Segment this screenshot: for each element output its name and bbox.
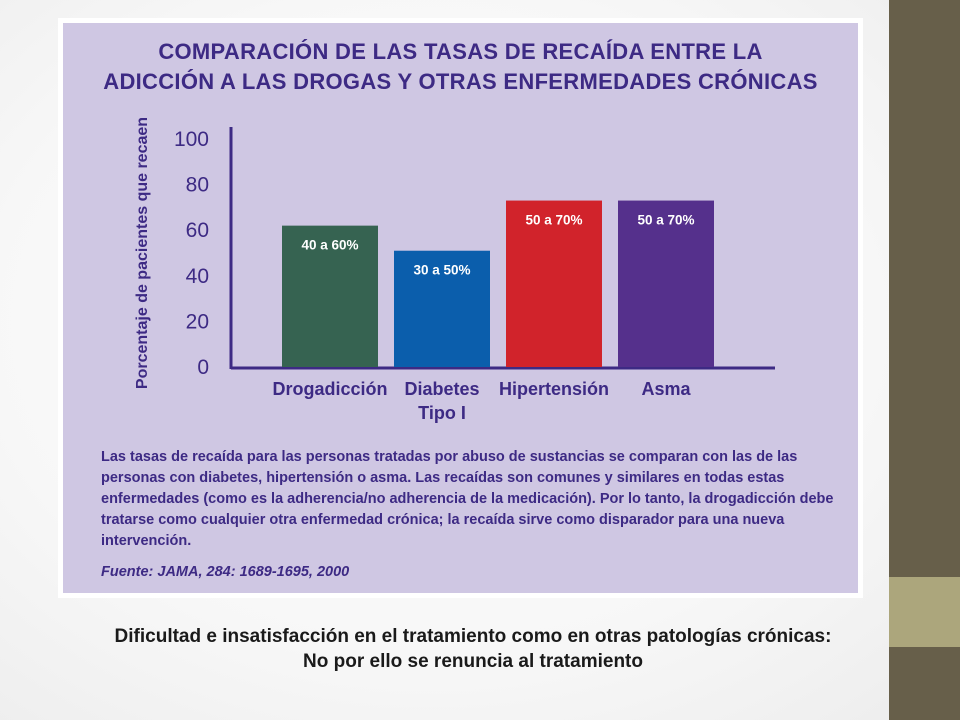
bar-1	[282, 225, 378, 367]
y-tick-label: 40	[186, 265, 209, 288]
caption-source: Fuente: JAMA, 284: 1689-1695, 2000	[101, 564, 350, 580]
x-category-label: Hipertensión	[499, 379, 609, 399]
slide-footer: Dificultad e insatisfacción en el tratam…	[58, 624, 888, 674]
x-category-label: Drogadicción	[272, 379, 387, 399]
bar-data-label: 40 a 60%	[301, 238, 358, 253]
x-category-label: Diabetes	[404, 379, 479, 399]
chart-panel: COMPARACIÓN DE LAS TASAS DE RECAÍDA ENTR…	[63, 23, 858, 593]
side-decor-accent	[889, 577, 960, 647]
footer-line-1: Dificultad e insatisfacción en el tratam…	[114, 626, 832, 647]
bar-chart: Porcentaje de pacientes que recaen 0 20 40 6…	[134, 117, 775, 423]
y-tick-label: 0	[197, 356, 209, 379]
caption-text: Las tasas de recaída para las personas t…	[101, 449, 834, 549]
y-axis-label: Porcentaje de pacientes que recaen	[134, 117, 151, 389]
bar-4	[618, 200, 714, 367]
bar-data-label: 50 a 70%	[637, 213, 694, 228]
bar-3	[506, 200, 602, 367]
y-tick-label: 80	[186, 174, 209, 197]
bar-2	[394, 250, 490, 367]
x-category-label: Tipo I	[418, 403, 466, 423]
bar-data-label: 50 a 70%	[525, 213, 582, 228]
y-tick-label: 20	[186, 310, 209, 333]
chart-title: COMPARACIÓN DE LAS TASAS DE RECAÍDA ENTR…	[63, 37, 858, 97]
bar-data-label: 30 a 50%	[413, 263, 470, 278]
chart-title-line-1: COMPARACIÓN DE LAS TASAS DE RECAÍDA ENTR…	[158, 39, 763, 64]
y-tick-label: 60	[186, 219, 209, 242]
chart-caption: Las tasas de recaída para las personas t…	[101, 447, 836, 583]
chart-image: COMPARACIÓN DE LAS TASAS DE RECAÍDA ENTR…	[58, 18, 863, 598]
y-tick-label: 100	[174, 128, 209, 151]
chart-title-line-2: ADICCIÓN A LAS DROGAS Y OTRAS ENFERMEDAD…	[103, 69, 818, 94]
x-category-label: Asma	[641, 379, 691, 399]
footer-line-2: No por ello se renuncia al tratamiento	[303, 651, 643, 672]
